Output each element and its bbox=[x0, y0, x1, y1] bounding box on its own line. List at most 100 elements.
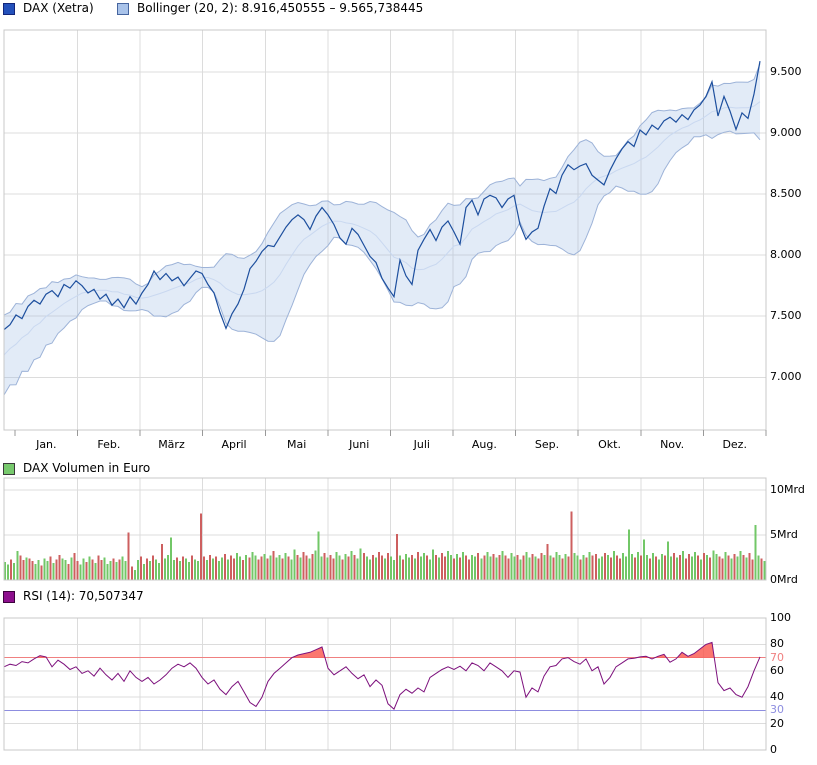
volume-bar bbox=[341, 559, 344, 580]
volume-bar bbox=[136, 560, 139, 580]
volume-bar bbox=[477, 553, 480, 580]
volume-bar bbox=[13, 562, 16, 580]
volume-bar bbox=[16, 551, 19, 580]
month-label-feb: Feb. bbox=[97, 438, 121, 451]
volume-bar bbox=[516, 554, 519, 580]
volume-bar bbox=[724, 552, 727, 580]
volume-bar bbox=[55, 559, 58, 580]
volume-bar bbox=[624, 556, 627, 580]
volume-bar bbox=[447, 551, 450, 580]
volume-bar bbox=[37, 560, 40, 580]
volume-bar bbox=[459, 557, 462, 580]
volume-bar bbox=[676, 557, 679, 580]
volume-bar bbox=[287, 556, 290, 580]
volume-bar bbox=[332, 558, 335, 580]
volume-bar bbox=[326, 557, 329, 580]
volume-bar bbox=[106, 563, 109, 580]
volume-bar bbox=[736, 556, 739, 580]
volume-bar bbox=[570, 511, 573, 580]
volume-bar bbox=[444, 556, 447, 580]
volume-bar bbox=[374, 557, 377, 580]
volume-bar bbox=[224, 553, 227, 580]
bollinger-middle-line bbox=[3, 101, 761, 356]
volume-bar bbox=[209, 554, 212, 580]
volume-bar bbox=[335, 552, 338, 580]
volume-ytick-0Mrd: 0Mrd bbox=[770, 573, 798, 586]
volume-bar bbox=[573, 553, 576, 580]
volume-bar bbox=[579, 559, 582, 580]
volume-bar bbox=[531, 553, 534, 580]
volume-bar bbox=[34, 563, 37, 580]
volume-bar bbox=[688, 553, 691, 580]
volume-bar bbox=[645, 554, 648, 580]
volume-bar bbox=[245, 554, 248, 580]
volume-bar bbox=[242, 560, 245, 580]
volume-bar bbox=[552, 557, 555, 580]
volume-bar bbox=[350, 551, 353, 580]
volume-bar bbox=[564, 553, 567, 580]
volume-bar bbox=[537, 558, 540, 580]
volume-bar bbox=[618, 558, 621, 580]
volume-bar bbox=[239, 556, 242, 580]
rsi-ytick-0: 0 bbox=[770, 743, 777, 756]
month-label-aug: Aug. bbox=[471, 438, 497, 451]
rsi-ytick-80: 80 bbox=[770, 637, 784, 651]
volume-bar bbox=[636, 552, 639, 580]
volume-bar bbox=[561, 558, 564, 580]
month-label-juli: Juli bbox=[413, 438, 430, 451]
volume-bar bbox=[546, 544, 549, 580]
volume-bar bbox=[658, 559, 661, 580]
price-panel-frame bbox=[3, 29, 767, 431]
volume-bar bbox=[49, 556, 52, 580]
volume-bar bbox=[46, 561, 49, 580]
volume-bar bbox=[79, 564, 82, 580]
volume-bar bbox=[404, 553, 407, 580]
volume-bar bbox=[543, 554, 546, 580]
volume-bar bbox=[109, 561, 112, 580]
rsi-ytick-70: 70 bbox=[770, 650, 784, 664]
volume-bar bbox=[103, 557, 106, 580]
volume-bar bbox=[429, 559, 432, 580]
volume-bar bbox=[504, 555, 507, 580]
volume-bar bbox=[567, 556, 570, 580]
volume-bar bbox=[751, 559, 754, 580]
volume-bar bbox=[175, 557, 178, 580]
volume-bar bbox=[115, 562, 118, 580]
rsi-ytick-20: 20 bbox=[770, 716, 784, 730]
volume-bar bbox=[426, 555, 429, 580]
volume-bar bbox=[621, 553, 624, 580]
volume-bar bbox=[383, 558, 386, 580]
volume-bar bbox=[25, 557, 28, 580]
volume-bar bbox=[679, 554, 682, 580]
volume-bar bbox=[419, 556, 422, 580]
volume-ytick-10Mrd: 10Mrd bbox=[770, 483, 805, 496]
month-label-april: April bbox=[221, 438, 247, 451]
volume-bar bbox=[510, 553, 513, 580]
price-ytick-7500: 7.500 bbox=[770, 309, 802, 323]
price-ytick-8000: 8.000 bbox=[770, 248, 802, 262]
volume-bar bbox=[61, 558, 64, 580]
volume-bar bbox=[401, 559, 404, 580]
volume-bar bbox=[172, 560, 175, 580]
volume-bar bbox=[700, 559, 703, 580]
volume-bar bbox=[64, 560, 67, 580]
volume-bar bbox=[121, 556, 124, 580]
volume-bar bbox=[308, 558, 311, 580]
volume-bar bbox=[522, 555, 525, 580]
volume-bar bbox=[142, 563, 145, 580]
volume-bar bbox=[347, 556, 350, 580]
volume-bar bbox=[163, 558, 166, 580]
volume-bar bbox=[227, 559, 230, 580]
volume-bar bbox=[124, 561, 127, 580]
volume-bar bbox=[670, 556, 673, 580]
volume-bar bbox=[603, 553, 606, 580]
volume-bar bbox=[194, 559, 197, 580]
volume-bar bbox=[435, 554, 438, 580]
volume-bar bbox=[389, 556, 392, 580]
volume-panel-frame bbox=[3, 477, 767, 581]
volume-bar bbox=[450, 554, 453, 580]
volume-bar bbox=[266, 558, 269, 580]
volume-bar bbox=[474, 556, 477, 580]
month-label-okt: Okt. bbox=[598, 438, 621, 451]
